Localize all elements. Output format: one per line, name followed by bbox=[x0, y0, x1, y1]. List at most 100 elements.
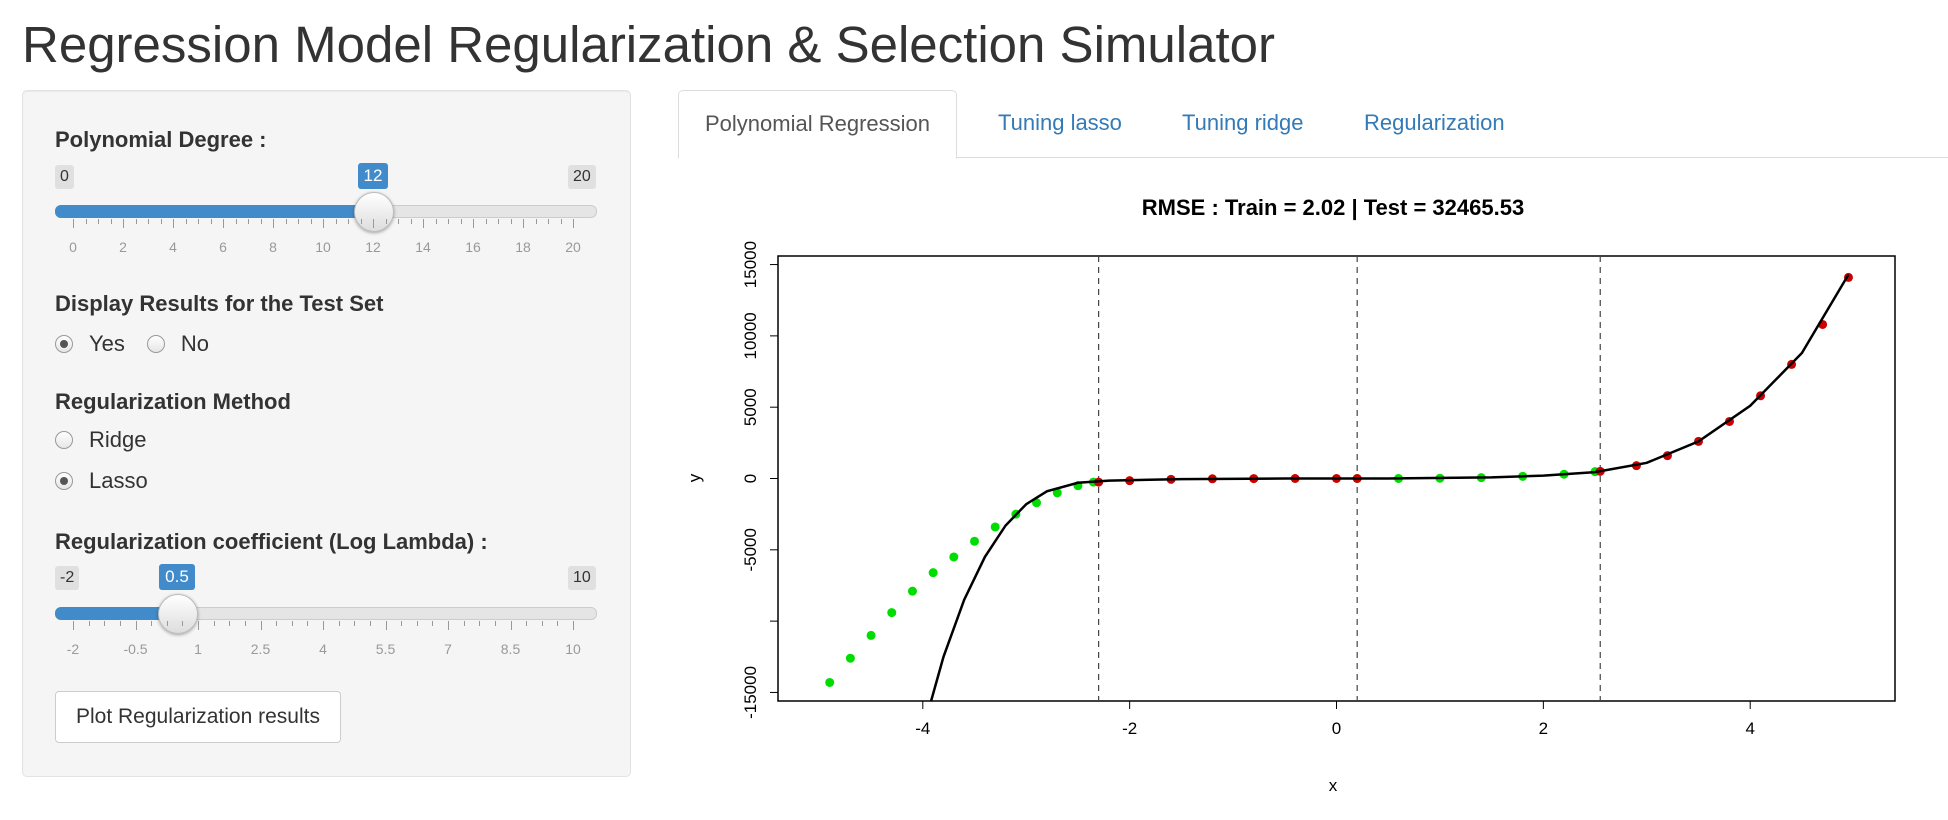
slider-minor-tick bbox=[498, 219, 499, 224]
slider-tick-label: 20 bbox=[565, 239, 581, 255]
degree-max-label: 20 bbox=[568, 165, 596, 189]
slider-minor-tick bbox=[119, 621, 121, 626]
tab-tuning-lasso[interactable]: Tuning lasso bbox=[998, 110, 1122, 135]
slider-minor-tick bbox=[198, 219, 199, 224]
slider-major-tick bbox=[73, 219, 74, 228]
slider-minor-tick bbox=[235, 219, 237, 224]
data-point bbox=[866, 630, 876, 640]
slider-minor-tick bbox=[291, 621, 293, 626]
slider-tick-label: 8.5 bbox=[500, 641, 521, 657]
test-set-label: Display Results for the Test Set bbox=[55, 291, 384, 316]
slider-minor-tick bbox=[213, 621, 215, 626]
slider-minor-tick bbox=[432, 621, 434, 626]
slider-minor-tick bbox=[110, 219, 112, 224]
tab-tuning-ridge[interactable]: Tuning ridge bbox=[1182, 110, 1304, 135]
method-label: Regularization Method bbox=[55, 389, 291, 414]
lambda-max-label: 10 bbox=[568, 566, 596, 590]
slider-major-tick bbox=[423, 219, 424, 228]
slider-minor-tick bbox=[85, 219, 87, 224]
slider-minor-tick bbox=[310, 219, 312, 224]
slider-tick-label: 8 bbox=[269, 239, 277, 255]
slider-major-tick bbox=[260, 621, 262, 630]
slider-minor-tick bbox=[135, 219, 137, 224]
slider-minor-tick bbox=[354, 621, 356, 626]
plot-regularization-button[interactable]: Plot Regularization results bbox=[55, 691, 341, 743]
slider-minor-tick bbox=[416, 621, 418, 626]
y-tick-label: -15000 bbox=[741, 666, 760, 719]
slider-minor-tick bbox=[535, 219, 537, 224]
slider-minor-tick bbox=[276, 621, 278, 626]
method-ridge-label: Ridge bbox=[89, 427, 147, 452]
tab-polynomial-regression[interactable]: Polynomial Regression bbox=[678, 90, 957, 159]
degree-slider-label: Polynomial Degree : bbox=[55, 127, 267, 152]
slider-minor-tick bbox=[182, 621, 184, 626]
slider-minor-tick bbox=[348, 219, 349, 224]
data-point bbox=[928, 568, 938, 578]
slider-minor-tick bbox=[541, 621, 543, 626]
test-set-no-label: No bbox=[180, 331, 210, 356]
slider-major-tick bbox=[173, 219, 174, 228]
slider-major-tick bbox=[373, 219, 374, 228]
slider-minor-tick bbox=[401, 621, 403, 626]
slider-minor-tick bbox=[360, 219, 362, 224]
slider-minor-tick bbox=[410, 219, 412, 224]
x-tick-label: -2 bbox=[1122, 719, 1137, 738]
lambda-slider-label: Regularization coefficient (Log Lambda) … bbox=[55, 529, 488, 554]
tab-regularization[interactable]: Regularization bbox=[1364, 110, 1505, 135]
slider-minor-tick bbox=[88, 621, 90, 626]
plot-title: RMSE : Train = 2.02 | Test = 32465.53 bbox=[1142, 195, 1524, 220]
data-point bbox=[1052, 488, 1062, 498]
slider-minor-tick bbox=[526, 621, 528, 626]
slider-minor-tick bbox=[448, 219, 449, 224]
slider-minor-tick bbox=[385, 219, 387, 224]
lambda-value-label: 0.5 bbox=[159, 564, 195, 590]
slider-major-tick bbox=[573, 219, 574, 228]
lambda-slider-handle[interactable] bbox=[158, 594, 199, 634]
slider-major-tick bbox=[223, 219, 224, 228]
slider-tick-label: -2 bbox=[66, 641, 80, 657]
test-set-no-radio[interactable] bbox=[146, 335, 165, 353]
slider-major-tick bbox=[123, 219, 124, 228]
test-set-yes-radio[interactable] bbox=[55, 335, 73, 353]
slider-tick-label: 6 bbox=[219, 239, 227, 255]
slider-minor-tick bbox=[485, 219, 487, 224]
slider-tick-label: 10 bbox=[315, 239, 331, 255]
slider-minor-tick bbox=[210, 219, 212, 224]
degree-slider-handle[interactable] bbox=[354, 192, 394, 232]
test-set-yes-label: Yes bbox=[89, 331, 125, 356]
slider-minor-tick bbox=[548, 219, 549, 224]
slider-minor-tick bbox=[510, 219, 512, 224]
degree-value-label: 12 bbox=[357, 163, 389, 189]
slider-tick-label: 4 bbox=[169, 239, 177, 255]
y-tick-label: 15000 bbox=[741, 241, 760, 288]
slider-major-tick bbox=[573, 621, 574, 630]
slider-minor-tick bbox=[104, 621, 106, 626]
method-lasso-option[interactable]: Lasso bbox=[55, 468, 148, 494]
slider-major-tick bbox=[198, 621, 199, 630]
slider-minor-tick bbox=[229, 621, 231, 626]
data-point bbox=[990, 522, 1000, 532]
method-ridge-option[interactable]: Ridge bbox=[55, 427, 146, 453]
slider-major-tick bbox=[473, 219, 474, 228]
method-ridge-radio[interactable] bbox=[55, 431, 73, 449]
slider-minor-tick bbox=[460, 219, 462, 224]
slider-major-tick bbox=[523, 219, 524, 228]
tab-bar: Polynomial Regression Tuning lasso Tunin… bbox=[678, 90, 1948, 159]
slider-tick-label: -0.5 bbox=[123, 641, 148, 657]
x-axis-label: x bbox=[1329, 776, 1338, 795]
slider-tick-label: 5.5 bbox=[375, 641, 396, 657]
lambda-slider-ticks: -2 -0.5 1 2.5 4 5.5 7 8.5 10 bbox=[67, 621, 581, 661]
sidebar-panel: Polynomial Degree : 0 20 12 0 2 4 6 8 10 12 14 1… bbox=[22, 90, 631, 777]
slider-minor-tick bbox=[160, 219, 162, 224]
degree-min-label: 0 bbox=[55, 165, 74, 189]
lambda-slider-fill bbox=[55, 607, 178, 620]
slider-major-tick bbox=[135, 621, 137, 630]
slider-minor-tick bbox=[98, 219, 99, 224]
fit-line bbox=[929, 273, 1850, 701]
slider-tick-label: 2.5 bbox=[250, 641, 271, 657]
method-lasso-radio[interactable] bbox=[55, 472, 73, 490]
slider-tick-label: 16 bbox=[465, 239, 481, 255]
slider-minor-tick bbox=[185, 219, 187, 224]
slider-tick-label: 1 bbox=[194, 641, 202, 657]
slider-tick-label: 7 bbox=[444, 641, 452, 657]
